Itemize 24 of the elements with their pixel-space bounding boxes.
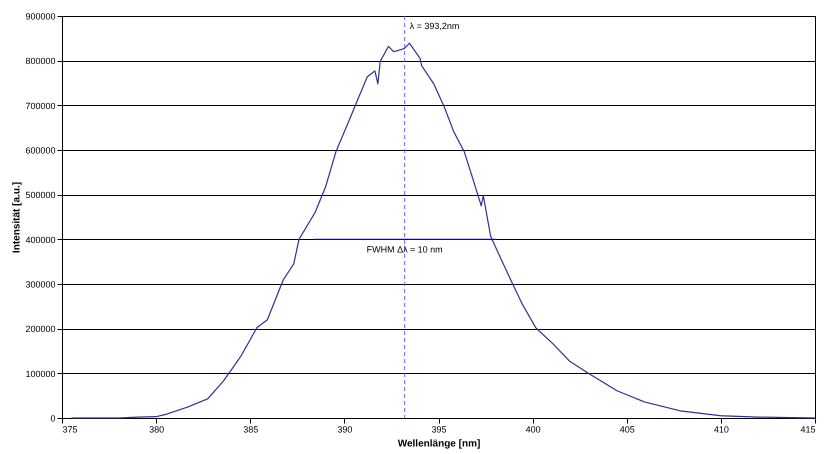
x-tick-label: 375 [62, 424, 78, 434]
y-tick-label: 0 [50, 414, 56, 424]
x-tick-label: 410 [714, 424, 729, 434]
y-tick-label: 500000 [25, 190, 56, 200]
x-tick-label: 395 [431, 424, 447, 434]
y-tick-label: 600000 [25, 146, 56, 156]
x-axis-title: Wellenlänge [nm] [398, 438, 480, 450]
x-tick-label: 390 [337, 424, 352, 434]
y-tick-label: 700000 [25, 100, 56, 111]
y-tick-label: 100000 [25, 368, 56, 379]
y-tick-label: 800000 [25, 56, 56, 66]
ref-line-label: λ = 393,2nm [410, 21, 460, 31]
line-series [70, 42, 816, 419]
y-tick-label: 400000 [25, 234, 56, 245]
x-tick-label: 415 [800, 424, 816, 434]
y-tick-label: 200000 [25, 324, 56, 334]
x-tick-label: 380 [149, 424, 164, 434]
annotation: FWHM Δλ ≈ 10 nm [366, 244, 443, 254]
y-tick-label: 300000 [25, 280, 56, 290]
x-tick-label: 385 [243, 424, 258, 434]
y-tick-label: 900000 [25, 12, 56, 22]
x-tick-label: 400 [526, 424, 541, 434]
x-tick-label: 405 [620, 424, 635, 434]
y-axis-title: Intensität [a.u.] [11, 182, 22, 254]
